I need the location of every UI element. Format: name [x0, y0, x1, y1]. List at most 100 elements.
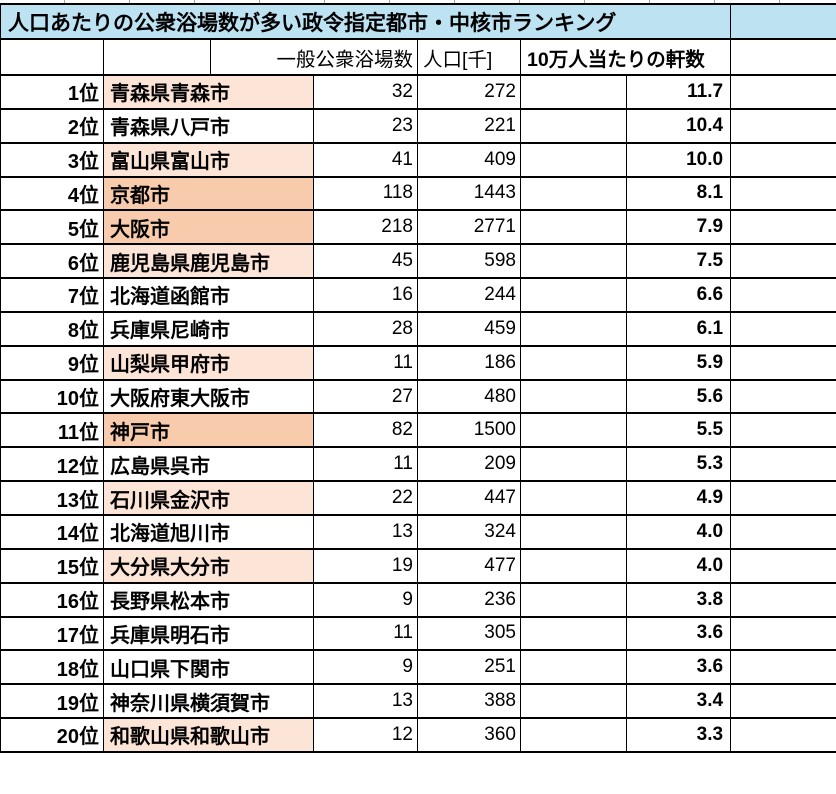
spacer-cell[interactable] — [520, 141, 627, 178]
population-cell[interactable]: 324 — [417, 513, 521, 550]
rank-cell[interactable]: 10位 — [0, 378, 104, 415]
baths-cell[interactable]: 27 — [313, 378, 418, 415]
rank-cell[interactable]: 20位 — [0, 717, 104, 753]
city-cell[interactable]: 山梨県甲府市 — [103, 344, 314, 381]
baths-cell[interactable]: 16 — [313, 277, 418, 313]
population-cell[interactable]: 447 — [417, 480, 521, 516]
city-cell[interactable]: 北海道函館市 — [103, 277, 314, 313]
baths-cell[interactable]: 28 — [313, 310, 418, 347]
spacer-cell[interactable] — [520, 412, 627, 449]
header-population-cell[interactable]: 人口[千] — [417, 38, 521, 76]
population-cell[interactable]: 360 — [417, 717, 521, 753]
rank-cell[interactable]: 11位 — [0, 412, 104, 449]
city-cell[interactable]: 広島県呉市 — [103, 446, 314, 483]
rank-cell[interactable]: 5位 — [0, 209, 104, 246]
baths-cell[interactable]: 22 — [313, 480, 418, 516]
per100k-cell[interactable]: 7.5 — [625, 243, 732, 280]
header-per100k-cell[interactable]: 10万人当たりの軒数 — [519, 38, 732, 76]
population-cell[interactable]: 221 — [417, 107, 521, 144]
population-cell[interactable]: 1443 — [417, 175, 521, 212]
per100k-cell[interactable]: 3.3 — [625, 717, 732, 753]
row-empty-cell[interactable] — [730, 547, 836, 584]
per100k-cell[interactable]: 4.0 — [625, 547, 732, 584]
rank-cell[interactable]: 14位 — [0, 513, 104, 550]
spacer-cell[interactable] — [520, 344, 627, 381]
population-cell[interactable]: 236 — [417, 581, 521, 618]
city-cell[interactable]: 鹿児島県鹿児島市 — [103, 243, 314, 280]
spacer-cell[interactable] — [520, 107, 627, 144]
row-empty-cell[interactable] — [730, 243, 836, 280]
population-cell[interactable]: 2771 — [417, 209, 521, 246]
row-empty-cell[interactable] — [730, 277, 836, 313]
population-cell[interactable]: 251 — [417, 649, 521, 686]
header-empty-cell-right[interactable] — [730, 38, 836, 76]
header-empty-cell-rank[interactable] — [0, 38, 104, 76]
spacer-cell[interactable] — [520, 378, 627, 415]
row-empty-cell[interactable] — [730, 310, 836, 347]
row-empty-cell[interactable] — [730, 344, 836, 381]
spacer-cell[interactable] — [520, 683, 627, 720]
baths-cell[interactable]: 13 — [313, 683, 418, 720]
population-cell[interactable]: 480 — [417, 378, 521, 415]
row-empty-cell[interactable] — [730, 412, 836, 449]
row-empty-cell[interactable] — [730, 581, 836, 618]
rank-cell[interactable]: 1位 — [0, 74, 104, 110]
rank-cell[interactable]: 15位 — [0, 547, 104, 584]
population-cell[interactable]: 388 — [417, 683, 521, 720]
per100k-cell[interactable]: 8.1 — [625, 175, 732, 212]
city-cell[interactable]: 青森県八戸市 — [103, 107, 314, 144]
rank-cell[interactable]: 18位 — [0, 649, 104, 686]
rank-cell[interactable]: 19位 — [0, 683, 104, 720]
spacer-cell[interactable] — [520, 446, 627, 483]
spacer-cell[interactable] — [520, 649, 627, 686]
per100k-cell[interactable]: 6.6 — [625, 277, 732, 313]
rank-cell[interactable]: 4位 — [0, 175, 104, 212]
baths-cell[interactable]: 19 — [313, 547, 418, 584]
per100k-cell[interactable]: 3.4 — [625, 683, 732, 720]
row-empty-cell[interactable] — [730, 74, 836, 110]
row-empty-cell[interactable] — [730, 615, 836, 652]
per100k-cell[interactable]: 5.3 — [625, 446, 732, 483]
spacer-cell[interactable] — [520, 74, 627, 110]
rank-cell[interactable]: 9位 — [0, 344, 104, 381]
spacer-cell[interactable] — [520, 581, 627, 618]
rank-cell[interactable]: 8位 — [0, 310, 104, 347]
city-cell[interactable]: 大阪府東大阪市 — [103, 378, 314, 415]
city-cell[interactable]: 富山県富山市 — [103, 141, 314, 178]
header-empty-cell-city[interactable] — [103, 38, 211, 76]
row-empty-cell[interactable] — [730, 649, 836, 686]
baths-cell[interactable]: 11 — [313, 446, 418, 483]
row-empty-cell[interactable] — [730, 683, 836, 720]
per100k-cell[interactable]: 3.6 — [625, 649, 732, 686]
baths-cell[interactable]: 13 — [313, 513, 418, 550]
spacer-cell[interactable] — [520, 175, 627, 212]
spacer-cell[interactable] — [520, 480, 627, 516]
baths-cell[interactable]: 11 — [313, 344, 418, 381]
city-cell[interactable]: 京都市 — [103, 175, 314, 212]
city-cell[interactable]: 石川県金沢市 — [103, 480, 314, 516]
table-title-cell[interactable]: 人口あたりの公衆浴場数が多い政令指定都市・中核市ランキング — [0, 3, 732, 40]
city-cell[interactable]: 神奈川県横須賀市 — [103, 683, 314, 720]
baths-cell[interactable]: 41 — [313, 141, 418, 178]
per100k-cell[interactable]: 11.7 — [625, 74, 732, 110]
rank-cell[interactable]: 17位 — [0, 615, 104, 652]
per100k-cell[interactable]: 3.8 — [625, 581, 732, 618]
spacer-cell[interactable] — [520, 717, 627, 753]
population-cell[interactable]: 209 — [417, 446, 521, 483]
baths-cell[interactable]: 9 — [313, 649, 418, 686]
population-cell[interactable]: 186 — [417, 344, 521, 381]
rank-cell[interactable]: 12位 — [0, 446, 104, 483]
rank-cell[interactable]: 7位 — [0, 277, 104, 313]
per100k-cell[interactable]: 10.4 — [625, 107, 732, 144]
baths-cell[interactable]: 12 — [313, 717, 418, 753]
row-empty-cell[interactable] — [730, 446, 836, 483]
baths-cell[interactable]: 82 — [313, 412, 418, 449]
row-empty-cell[interactable] — [730, 480, 836, 516]
header-baths-cell[interactable]: 一般公衆浴場数 — [210, 38, 418, 76]
city-cell[interactable]: 大阪市 — [103, 209, 314, 246]
per100k-cell[interactable]: 10.0 — [625, 141, 732, 178]
per100k-cell[interactable]: 4.0 — [625, 513, 732, 550]
rank-cell[interactable]: 2位 — [0, 107, 104, 144]
per100k-cell[interactable]: 5.9 — [625, 344, 732, 381]
city-cell[interactable]: 兵庫県明石市 — [103, 615, 314, 652]
